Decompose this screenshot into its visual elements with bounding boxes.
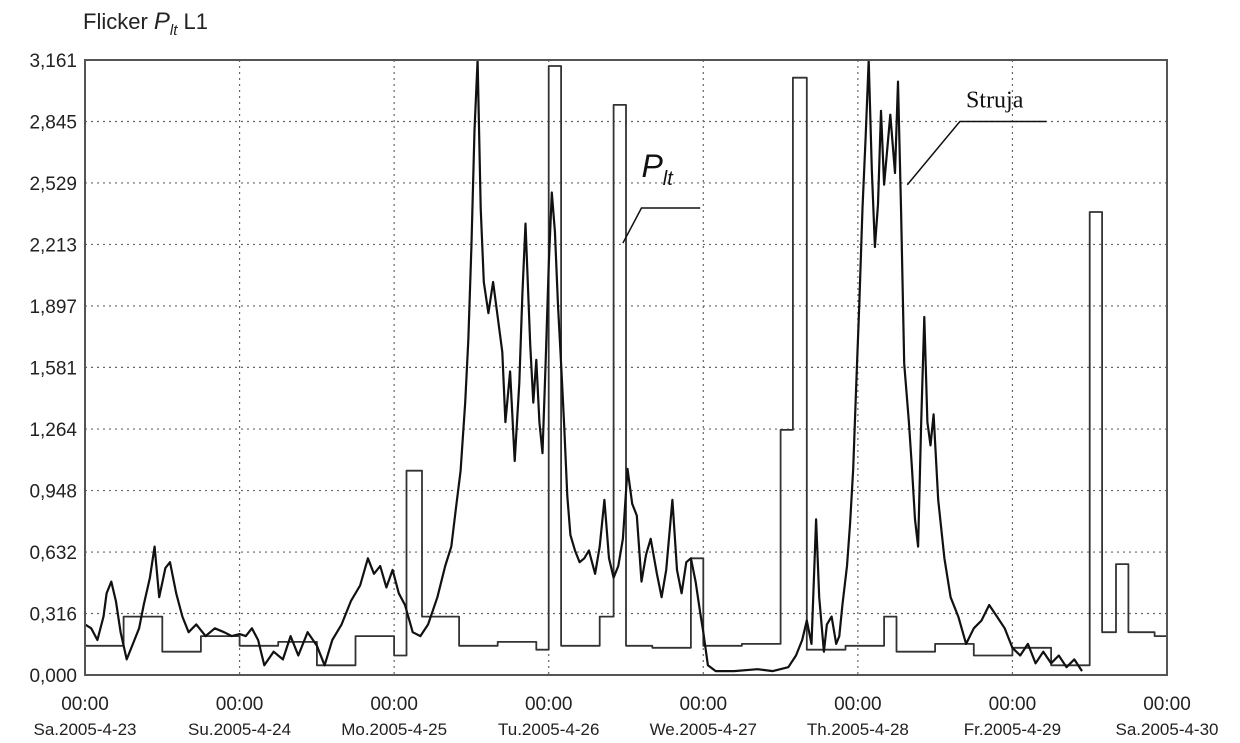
x-tick-date: Th.2005-4-28 [807, 720, 909, 739]
x-tick-time: 00:00 [680, 694, 728, 715]
y-tick-label: 2,213 [29, 235, 77, 256]
x-tick-time: 00:00 [989, 694, 1037, 715]
series-layer [84, 59, 1167, 673]
series-line-struja [84, 59, 1083, 673]
y-tick-label: 0,316 [29, 605, 77, 626]
x-tick-date: Sa.2005-4-23 [33, 720, 136, 739]
x-tick-time: 00:00 [1143, 694, 1191, 715]
y-tick-label: 0,632 [29, 543, 77, 564]
y-tick-label: 2,845 [29, 112, 77, 133]
y-tick-label: 3,161 [29, 51, 77, 72]
series-line-plt [85, 65, 1167, 667]
chart-title: Flicker Plt L1 [83, 8, 208, 39]
y-tick-label: 0,948 [29, 482, 77, 503]
struja-leader-line [906, 120, 1047, 186]
plt-leader-line [622, 207, 701, 244]
y-tick-label: 1,897 [29, 297, 77, 318]
y-tick-label: 0,000 [29, 666, 77, 687]
x-tick-time: 00:00 [834, 694, 882, 715]
x-tick-date: Tu.2005-4-26 [498, 720, 599, 739]
x-tick-date: We.2005-4-27 [650, 720, 757, 739]
annotations: Struja Plt [622, 87, 1047, 244]
y-tick-label: 2,529 [29, 174, 77, 195]
x-axis-ticks: 00:00 Sa.2005-4-23 00:00 Su.2005-4-24 00:00 M… [33, 694, 1218, 739]
x-tick-date: Mo.2005-4-25 [341, 720, 447, 739]
x-tick-time: 00:00 [370, 694, 418, 715]
plot-frame [84, 59, 1168, 676]
plt-label: Plt [641, 148, 674, 190]
x-tick-time: 00:00 [216, 694, 264, 715]
x-tick-date: Sa.2005-4-30 [1115, 720, 1218, 739]
x-tick-date: Fr.2005-4-29 [964, 720, 1061, 739]
struja-label: Struja [966, 87, 1024, 113]
x-tick-date: Su.2005-4-24 [188, 720, 291, 739]
y-tick-label: 1,581 [29, 358, 77, 379]
y-tick-label: 1,264 [29, 420, 77, 441]
y-axis-ticks: 3,161 2,845 2,529 2,213 1,897 1,581 1,264 0,948… [29, 51, 77, 687]
x-tick-time: 00:00 [61, 694, 109, 715]
x-tick-time: 00:00 [525, 694, 573, 715]
